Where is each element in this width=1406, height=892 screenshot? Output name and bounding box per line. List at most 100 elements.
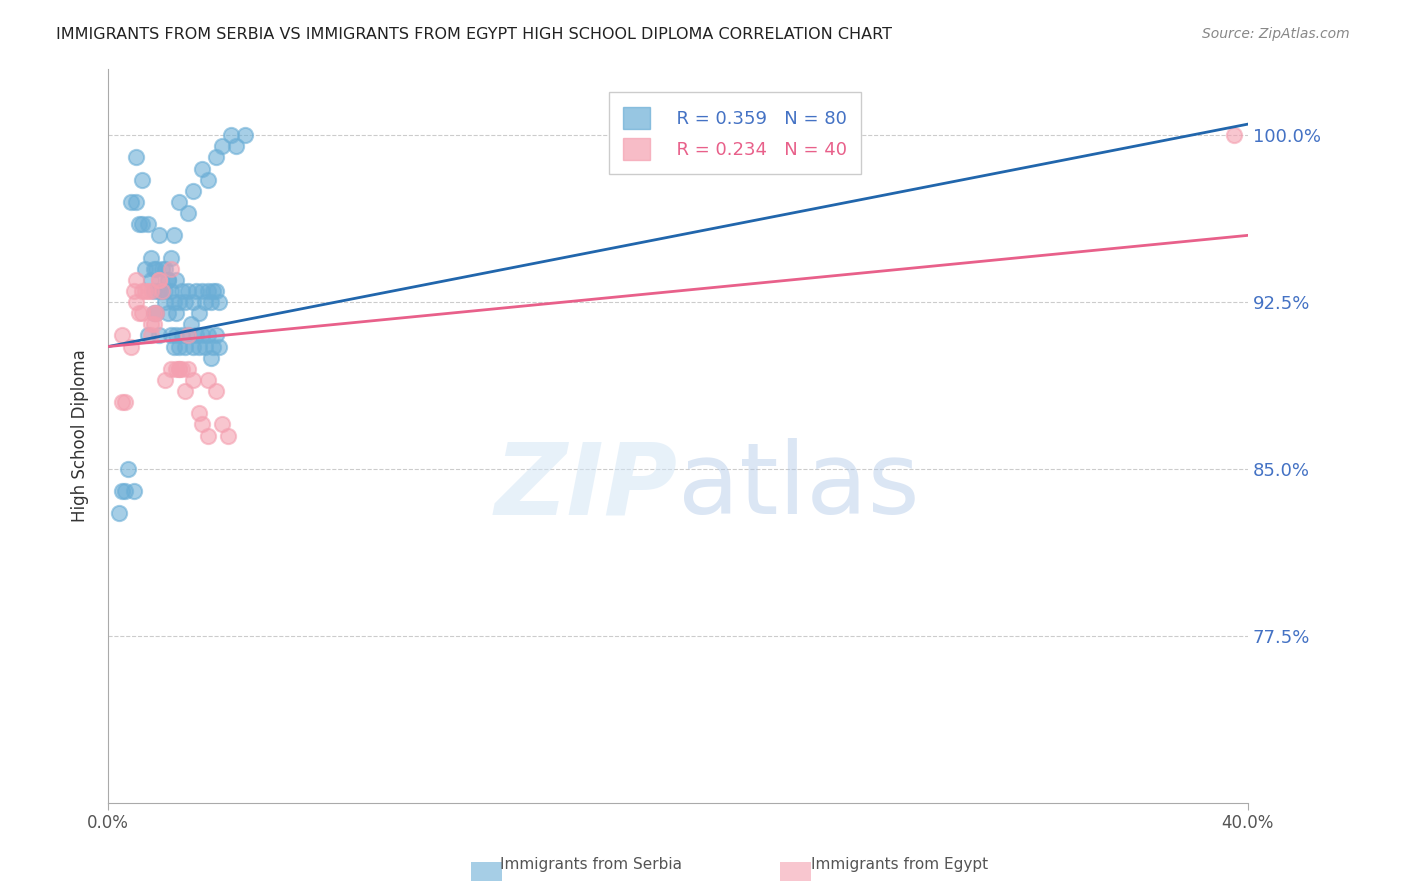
Point	[153, 295, 176, 310]
Point	[205, 284, 228, 298]
Point	[159, 284, 181, 298]
Point	[165, 273, 187, 287]
Point	[111, 484, 134, 499]
Point	[167, 361, 190, 376]
Point	[194, 295, 217, 310]
Point	[156, 273, 179, 287]
Point	[211, 139, 233, 153]
Point	[174, 295, 197, 310]
Point	[197, 173, 219, 187]
Point	[145, 261, 167, 276]
Point	[162, 295, 184, 310]
Point	[200, 351, 222, 365]
Point	[202, 340, 225, 354]
Point	[186, 328, 208, 343]
Point	[153, 373, 176, 387]
Point	[183, 373, 205, 387]
Point	[188, 340, 211, 354]
Point	[177, 206, 200, 220]
Point	[205, 384, 228, 398]
Point	[125, 194, 148, 209]
Point	[174, 384, 197, 398]
Point	[148, 273, 170, 287]
Point	[208, 340, 231, 354]
Point	[180, 318, 202, 332]
Point	[197, 428, 219, 442]
Point	[108, 507, 131, 521]
Point	[150, 284, 173, 298]
Point	[165, 306, 187, 320]
Point	[114, 395, 136, 409]
Text: Source: ZipAtlas.com: Source: ZipAtlas.com	[1202, 27, 1350, 41]
Point	[165, 361, 187, 376]
Point	[162, 228, 184, 243]
Point	[148, 228, 170, 243]
Point	[191, 417, 214, 432]
Point	[191, 328, 214, 343]
Point	[159, 261, 181, 276]
Point	[125, 151, 148, 165]
Point	[131, 217, 153, 231]
Text: ZIP: ZIP	[495, 439, 678, 535]
Point	[131, 173, 153, 187]
Point	[177, 361, 200, 376]
Point	[122, 284, 145, 298]
Point	[159, 251, 181, 265]
Point	[177, 328, 200, 343]
Point	[153, 284, 176, 298]
Point	[136, 217, 159, 231]
Point	[197, 328, 219, 343]
Text: Immigrants from Serbia: Immigrants from Serbia	[499, 857, 682, 872]
Point	[128, 306, 150, 320]
Point	[142, 284, 165, 298]
Point	[114, 484, 136, 499]
Point	[217, 428, 239, 442]
Legend:   R = 0.359   N = 80,   R = 0.234   N = 40: R = 0.359 N = 80, R = 0.234 N = 40	[609, 92, 860, 174]
Point	[202, 284, 225, 298]
Point	[183, 184, 205, 198]
Point	[120, 340, 142, 354]
Point	[139, 284, 162, 298]
Point	[186, 284, 208, 298]
Point	[197, 284, 219, 298]
Point	[167, 340, 190, 354]
Point	[219, 128, 242, 143]
Point	[131, 284, 153, 298]
Point	[145, 306, 167, 320]
Text: Immigrants from Egypt: Immigrants from Egypt	[811, 857, 988, 872]
Point	[128, 217, 150, 231]
Point	[122, 484, 145, 499]
Point	[142, 261, 165, 276]
Point	[191, 284, 214, 298]
Point	[150, 261, 173, 276]
Point	[165, 328, 187, 343]
Point	[188, 406, 211, 420]
Point	[150, 284, 173, 298]
Point	[208, 295, 231, 310]
Point	[125, 295, 148, 310]
Point	[172, 361, 194, 376]
Point	[145, 306, 167, 320]
Point	[200, 295, 222, 310]
Point	[111, 328, 134, 343]
Point	[111, 395, 134, 409]
Point	[159, 361, 181, 376]
Point	[134, 261, 156, 276]
Point	[139, 318, 162, 332]
Point	[156, 306, 179, 320]
Point	[162, 340, 184, 354]
Point	[191, 161, 214, 176]
Point	[142, 306, 165, 320]
Point	[172, 284, 194, 298]
Point	[188, 306, 211, 320]
Point	[197, 373, 219, 387]
Point	[159, 328, 181, 343]
Point	[167, 194, 190, 209]
Point	[177, 284, 200, 298]
Point	[211, 417, 233, 432]
Point	[183, 295, 205, 310]
Point	[136, 284, 159, 298]
Point	[125, 273, 148, 287]
Point	[205, 151, 228, 165]
Point	[120, 194, 142, 209]
